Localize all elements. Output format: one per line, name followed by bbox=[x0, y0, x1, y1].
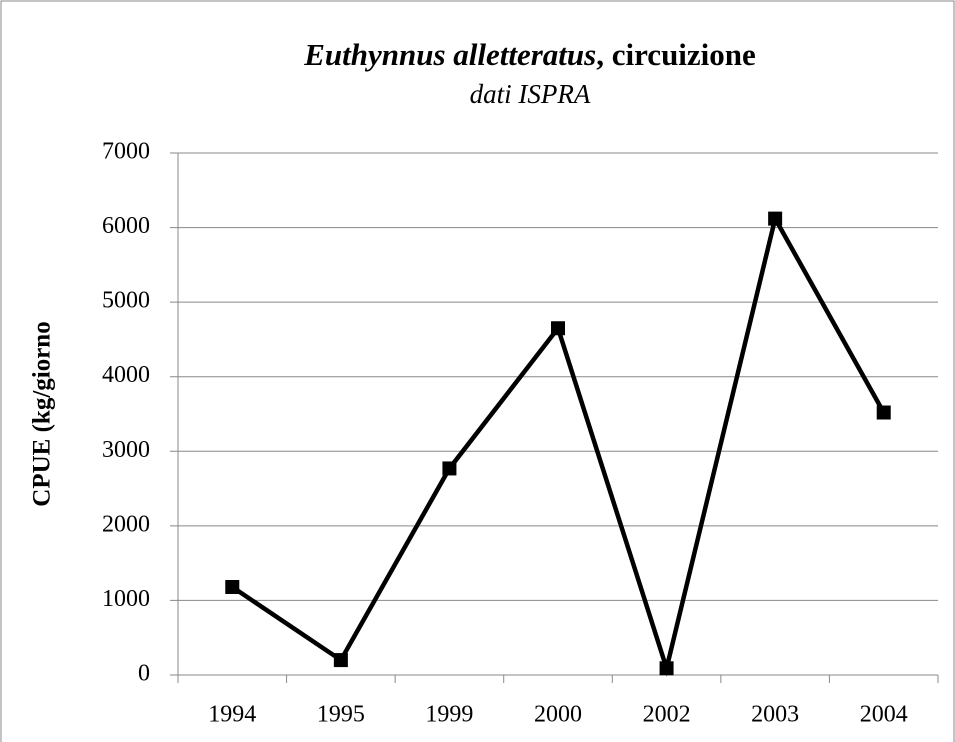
chart-subtitle: dati ISPRA bbox=[470, 79, 591, 109]
y-tick-label: 2000 bbox=[102, 511, 150, 537]
title-method: , circuizione bbox=[596, 37, 756, 72]
y-tick-label: 7000 bbox=[102, 139, 150, 165]
data-point bbox=[659, 661, 674, 676]
data-point bbox=[551, 321, 565, 336]
y-tick-label: 3000 bbox=[102, 437, 150, 463]
y-tick-label: 1000 bbox=[102, 586, 150, 612]
data-point bbox=[876, 405, 891, 420]
data-point bbox=[333, 653, 348, 668]
data-point bbox=[442, 461, 457, 476]
y-tick-label: 5000 bbox=[102, 288, 150, 314]
x-tick-label: 1999 bbox=[425, 702, 473, 728]
x-tick-label: 1995 bbox=[317, 702, 365, 728]
data-point bbox=[225, 580, 240, 595]
data-point bbox=[768, 211, 783, 226]
x-tick-label: 2004 bbox=[860, 702, 908, 728]
y-tick-label: 4000 bbox=[102, 362, 150, 388]
title-species: Euthynnus alletteratus bbox=[303, 37, 596, 72]
x-tick-label: 2002 bbox=[643, 702, 691, 728]
y-tick-label: 0 bbox=[138, 661, 150, 687]
x-tick-label: 1994 bbox=[208, 702, 256, 728]
y-tick-label: 6000 bbox=[102, 213, 150, 239]
x-tick-label: 2003 bbox=[751, 702, 799, 728]
chart-title: Euthynnus alletteratus, circuizione bbox=[303, 37, 756, 72]
y-axis-label: CPUE (kg/giorno bbox=[29, 321, 56, 506]
x-tick-label: 2000 bbox=[534, 702, 582, 728]
